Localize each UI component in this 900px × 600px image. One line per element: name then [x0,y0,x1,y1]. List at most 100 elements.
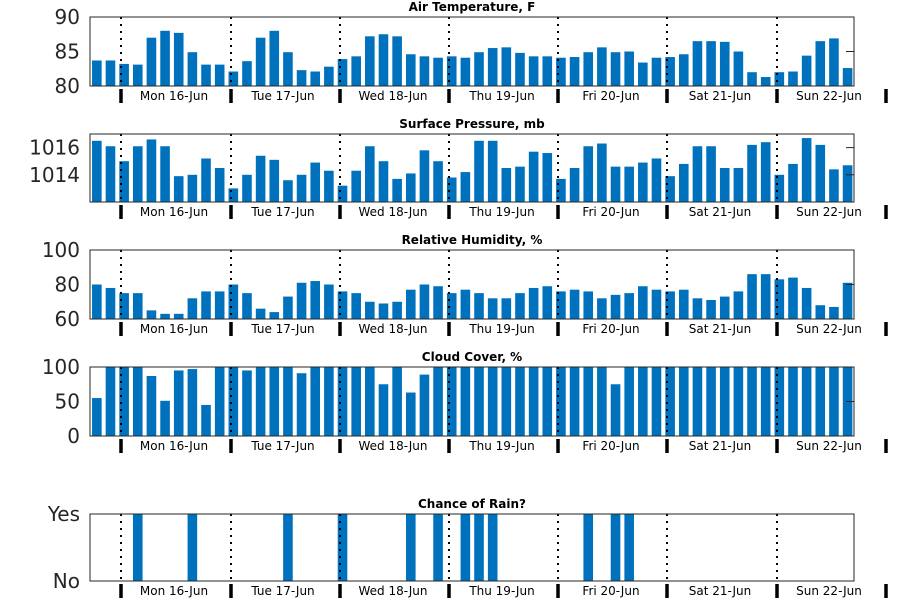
x-tick-label: Thu 19-Jun [468,322,534,336]
bar [460,367,471,436]
bar [392,36,402,86]
bar [556,291,566,319]
bar [829,169,839,202]
bar [651,289,662,319]
x-tick-label: Wed 18-Jun [359,205,428,219]
bar [665,367,675,436]
bar [583,146,594,202]
x-tick-label: Fri 20-Jun [582,322,639,336]
bar [173,176,184,202]
bar [487,298,498,319]
bar [706,367,716,436]
bar [501,168,512,202]
bar [515,52,525,86]
bar [774,174,785,202]
bar [242,61,252,86]
bar [269,30,280,86]
bar [638,62,648,86]
bar [788,367,798,436]
bar [255,37,266,86]
bar [324,367,334,436]
bar [187,369,198,436]
y-tick-label: 60 [55,307,80,331]
bar [638,286,648,319]
bar [815,367,826,436]
bar [706,300,716,319]
bar [392,178,402,202]
bar [528,287,539,319]
bar [747,144,757,202]
bar [583,52,594,86]
axes-frame [89,133,855,203]
axes-frame [89,513,855,582]
bar [829,38,839,86]
bar [201,158,211,202]
bar [760,77,771,86]
bar [283,367,293,436]
bar [146,310,157,320]
bar [815,144,826,202]
bar [105,287,116,319]
bar [405,392,416,436]
bar [310,367,321,436]
bar [460,172,471,202]
bar [528,367,539,436]
bar [474,367,484,436]
bar [788,71,798,86]
bar [283,514,293,581]
bar [228,367,239,436]
bar [433,161,443,202]
bar [92,140,102,202]
bar [214,168,225,202]
bar [296,174,307,202]
bar [842,282,853,319]
bar [337,514,348,581]
x-tick-label: Wed 18-Jun [359,322,428,336]
bar [597,143,607,202]
bar [556,367,566,436]
bar [228,71,239,86]
bar [665,291,675,319]
bar [651,367,662,436]
bar [692,41,703,86]
x-tick-label: Sun 22-Jun [796,584,862,598]
bar [515,367,525,436]
bar [173,313,184,319]
bar [119,63,129,86]
bar [132,367,143,436]
bar [815,305,826,319]
bar [132,64,143,86]
bar [610,384,621,436]
x-tick-label: Tue 17-Jun [250,584,314,598]
bar [774,72,785,86]
panel-1: 80 85 90 Air Temperature, F Mon 16-Jun Tue 17… [55,0,888,103]
bar [419,374,430,436]
bar [528,56,539,86]
y-tick-label: 100 [42,238,80,262]
bar [610,514,621,581]
bar [638,367,648,436]
bar [760,142,771,202]
x-tick-label: Fri 20-Jun [582,205,639,219]
x-tick-label: Sun 22-Jun [796,89,862,103]
bar [624,293,634,320]
bar [774,279,785,319]
bar [378,384,389,436]
bar [392,367,402,436]
x-tick-label: Thu 19-Jun [468,205,534,219]
bar [132,293,143,320]
bar [310,71,321,86]
bar [788,163,798,202]
bar [105,60,116,86]
bar [692,298,703,319]
bar [556,178,566,202]
bar [665,57,675,86]
panel-title: Surface Pressure, mb [399,117,545,131]
bar [296,373,307,436]
bar [501,47,512,86]
bar [337,291,348,319]
bar [651,158,662,202]
bar [569,57,580,86]
panel-2: 1014 1016 Surface Pressure, mb Mon 16-Jun Tu… [29,117,888,219]
